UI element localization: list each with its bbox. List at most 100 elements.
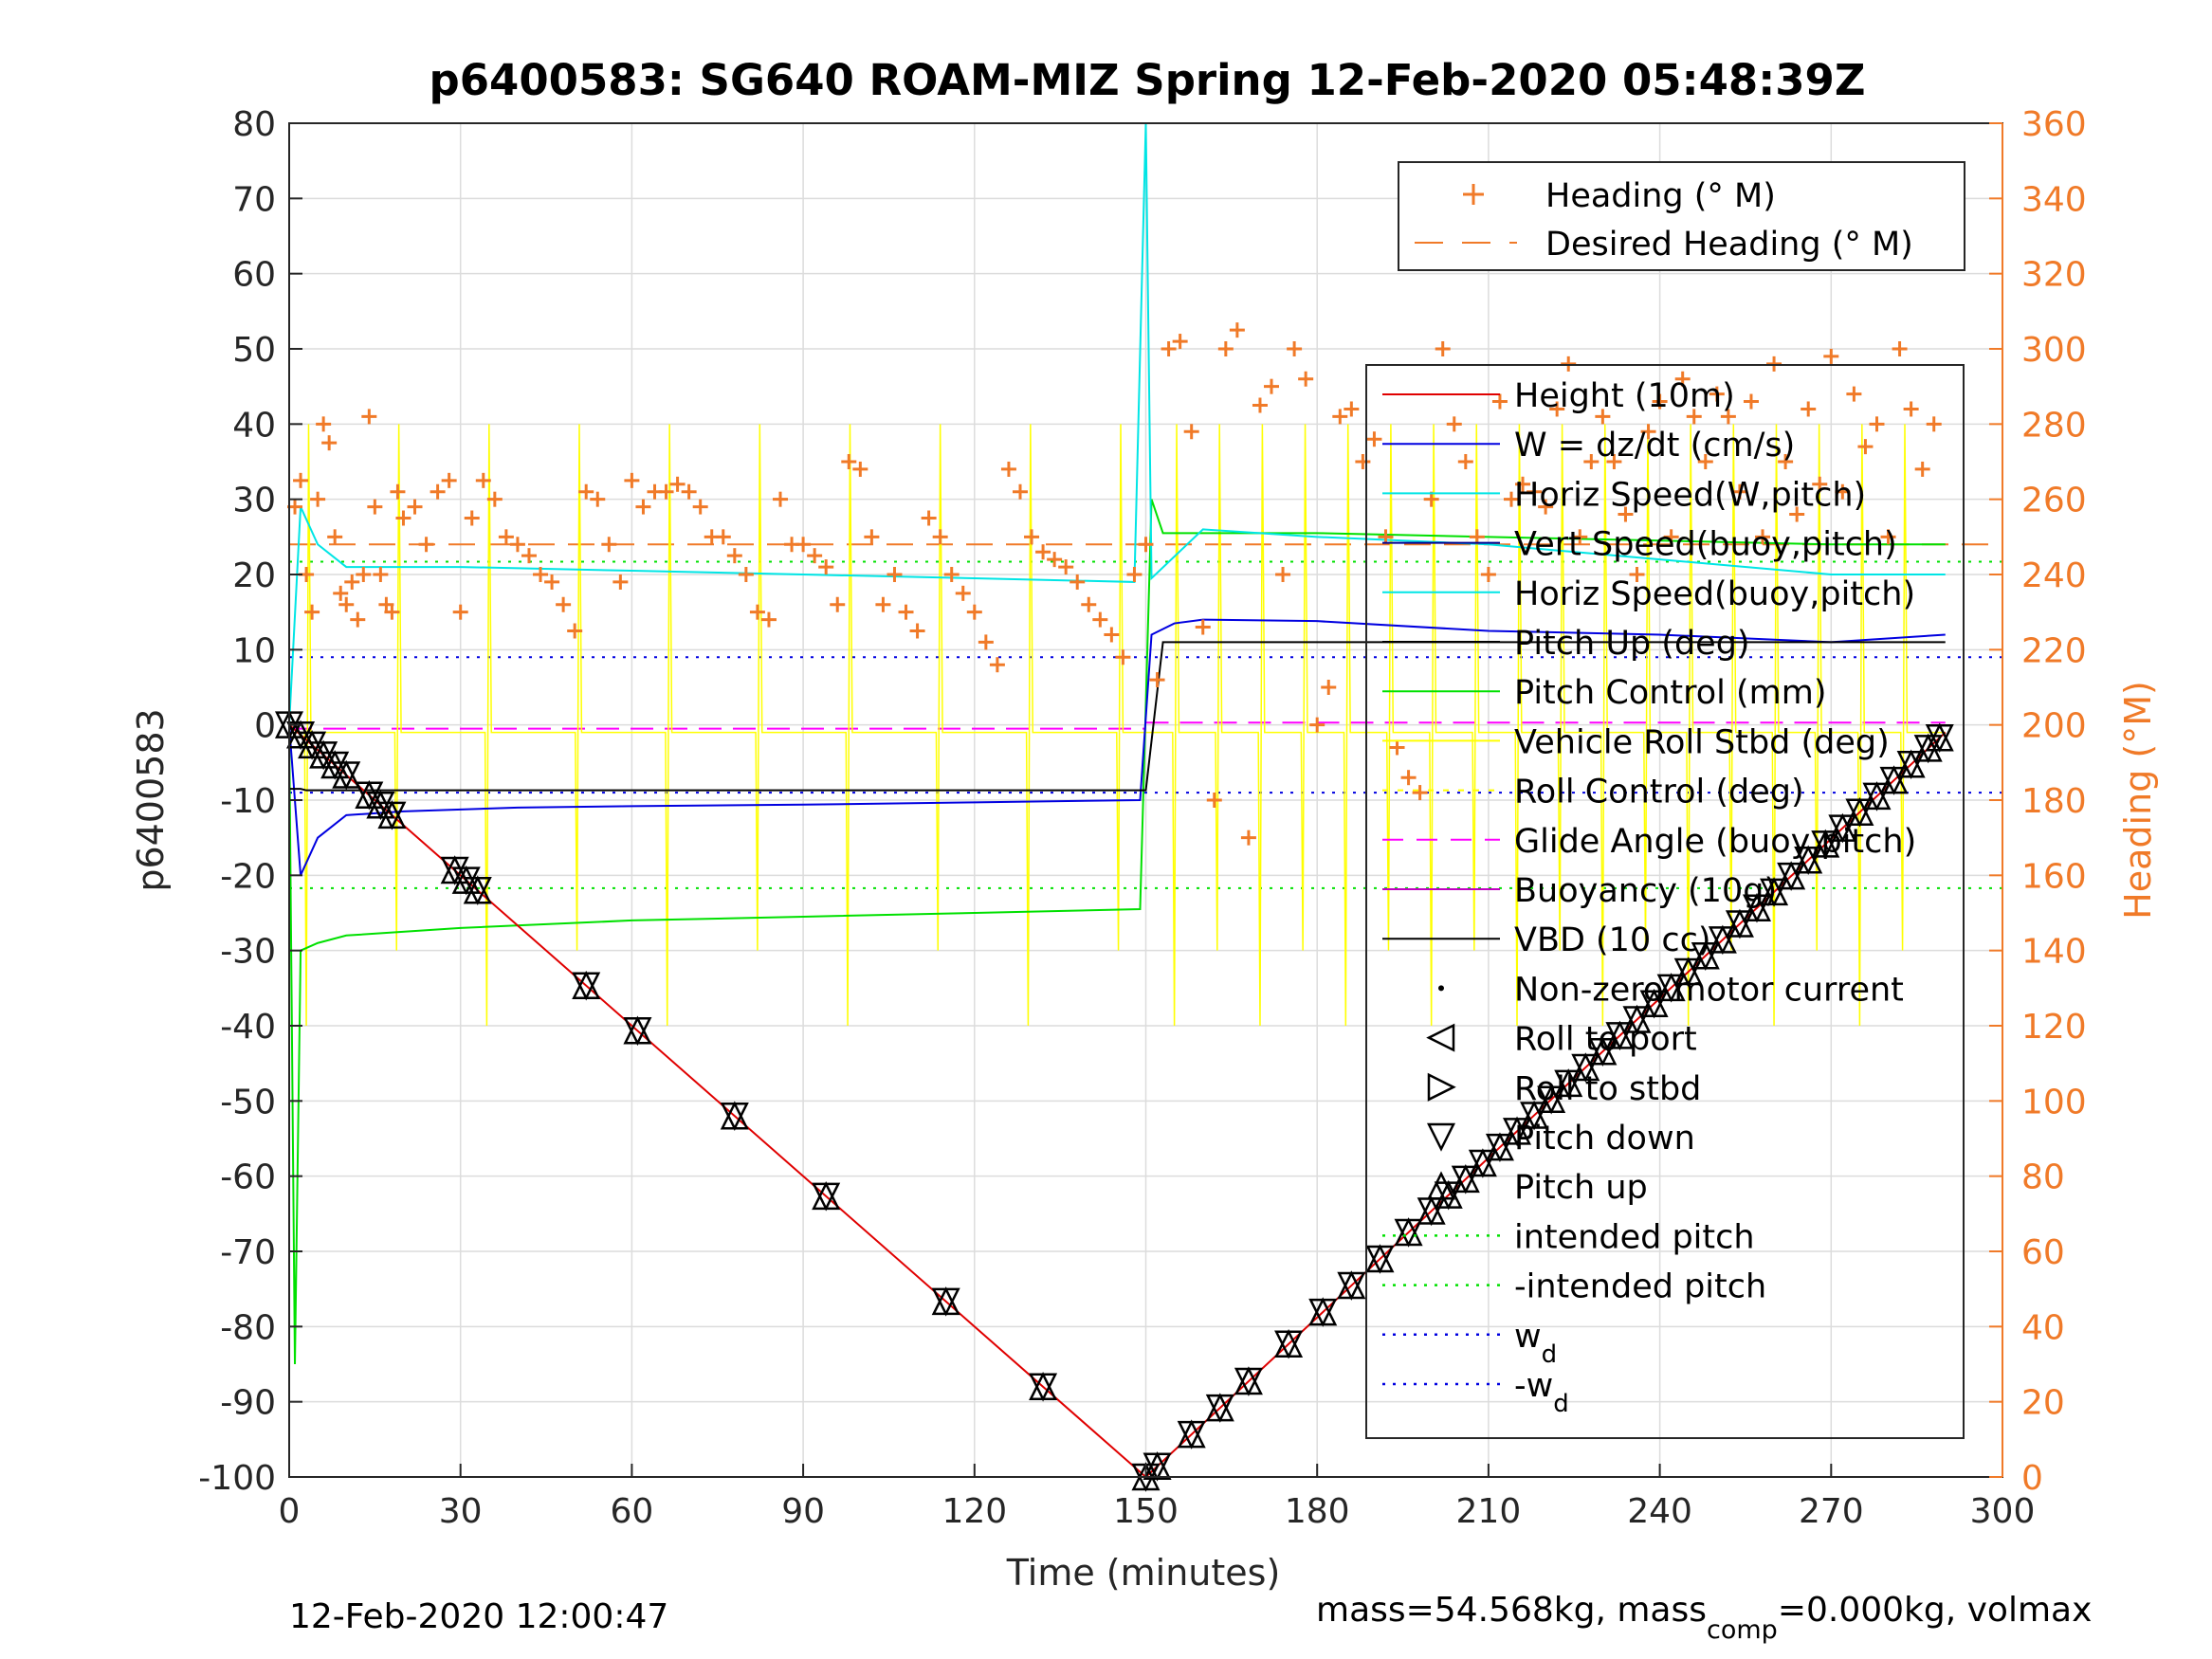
heading-point (1240, 830, 1256, 846)
heading-point (966, 604, 982, 620)
legend-main-label: -wd (1514, 1367, 1569, 1418)
heading-point (1389, 739, 1405, 756)
marker-pitch-down (1639, 990, 1669, 1019)
heading-point (635, 499, 651, 515)
plot-area (274, 122, 2002, 1492)
x-tick-label: 270 (1799, 1492, 1864, 1531)
y-right-tick-label: 320 (2021, 256, 2087, 295)
legend-main-label-text: Buoyancy (10g) (1514, 872, 1777, 910)
heading-point (1264, 378, 1280, 394)
marker-pitch-down (1896, 751, 1926, 780)
y-right-tick-label: 300 (2021, 331, 2087, 370)
marker-pitch-down (1205, 1394, 1234, 1423)
heading-point (864, 529, 880, 545)
heading-point (1309, 717, 1325, 733)
heading-point (1538, 499, 1554, 515)
heading-point (692, 499, 708, 515)
heading-point (356, 567, 372, 582)
heading-point (590, 491, 606, 507)
heading-point (1024, 529, 1040, 545)
heading-point (1126, 567, 1143, 582)
heading-point (1355, 454, 1371, 469)
legend-main-label: Roll to port (1514, 1021, 1697, 1059)
heading-point (1206, 793, 1222, 808)
heading-point (1880, 529, 1896, 545)
heading-point (1572, 529, 1588, 545)
heading-point (989, 657, 1005, 673)
marker-pitch-down (1394, 1218, 1423, 1248)
heading-point (1812, 476, 1828, 492)
footer-mass: mass=54.568kg, masscomp=0.000kg, volmax (1316, 1591, 2092, 1645)
heading-point (1789, 506, 1805, 522)
series-pitch-control (288, 499, 1946, 1365)
marker-pitch-down (812, 1182, 841, 1212)
y-left-tick-label: 10 (232, 631, 276, 670)
heading-point (1161, 341, 1177, 356)
heading-point (1846, 386, 1862, 402)
legend-main-label-text: intended pitch (1514, 1218, 1755, 1256)
heading-point (1606, 454, 1622, 469)
x-tick-label: 60 (610, 1492, 653, 1531)
heading-point (818, 559, 834, 575)
heading-point (1298, 371, 1314, 387)
marker-pitch-down (377, 801, 407, 830)
y-right-tick-label: 100 (2021, 1083, 2087, 1121)
heading-point (1755, 529, 1771, 545)
y-right-tick-label: 140 (2021, 933, 2087, 972)
heading-point (1766, 356, 1782, 372)
heading-point (316, 416, 332, 432)
legend-main-label-text: Vehicle Roll Stbd (deg) (1514, 723, 1890, 761)
y-right-tick-label: 340 (2021, 180, 2087, 219)
y-right-tick-label: 180 (2021, 782, 2087, 821)
heading-point (875, 596, 891, 612)
legend-main-label: Height (10m) (1514, 377, 1735, 415)
marker-pitch-down (1365, 1245, 1395, 1274)
heading-point (1515, 476, 1531, 492)
heading-point (955, 585, 971, 601)
heading-point (921, 510, 937, 526)
heading-point (384, 604, 400, 620)
y-right-tick-label: 280 (2021, 406, 2087, 445)
y-right-tick-label: 80 (2021, 1158, 2065, 1197)
heading-point (738, 567, 754, 582)
heading-point (1069, 574, 1086, 590)
legend-main-label-text: Height (10m) (1514, 377, 1735, 415)
series-vehicle-roll (289, 424, 1946, 1027)
legend-swatch-triangle (1427, 1072, 1456, 1102)
marker-pitch-down (298, 731, 327, 760)
heading-point (1731, 483, 1747, 500)
marker-pitch-down (1656, 974, 1686, 1003)
legend-main-label-text: -w (1514, 1367, 1553, 1405)
heading-point (1663, 529, 1679, 545)
heading-point (669, 476, 686, 492)
heading-point (1835, 483, 1851, 500)
heading-point (726, 548, 742, 564)
heading-point (1697, 454, 1713, 469)
marker-pitch-down (1742, 894, 1772, 923)
marker-pitch-down (1760, 878, 1789, 907)
legend-main-label: Buoyancy (10g) (1514, 872, 1777, 910)
x-tick-label: 180 (1285, 1492, 1350, 1531)
heading-point (1217, 341, 1234, 356)
y-right-tick-label: 200 (2021, 707, 2087, 746)
heading-point (373, 567, 389, 582)
heading-point (1012, 483, 1028, 500)
heading-point (327, 529, 343, 545)
legend-main-label-text: Horiz Speed(W,pitch) (1514, 476, 1866, 514)
marker-pitch-down (1925, 723, 1954, 754)
footer-mass-a: mass=54.568kg, mass (1316, 1591, 1707, 1630)
marker-pitch-down (286, 720, 316, 751)
legend-main-label: Roll Control (deg) (1514, 774, 1804, 811)
y-right-tick-label: 260 (2021, 482, 2087, 520)
heading-point (1618, 506, 1634, 522)
heading-point (1000, 461, 1016, 477)
legend-main-label-sub: d (1542, 1340, 1558, 1369)
marker-pitch-down (440, 856, 469, 885)
marker-pitch-down (1485, 1133, 1514, 1162)
marker-pitch-down (1554, 1069, 1583, 1099)
heading-point (1047, 552, 1063, 568)
legend-main-label-text: Roll Control (deg) (1514, 774, 1804, 811)
heading-point (1857, 439, 1874, 455)
legend-main-label: Pitch Control (mm) (1514, 674, 1826, 712)
marker-pitch-down (1502, 1118, 1532, 1147)
